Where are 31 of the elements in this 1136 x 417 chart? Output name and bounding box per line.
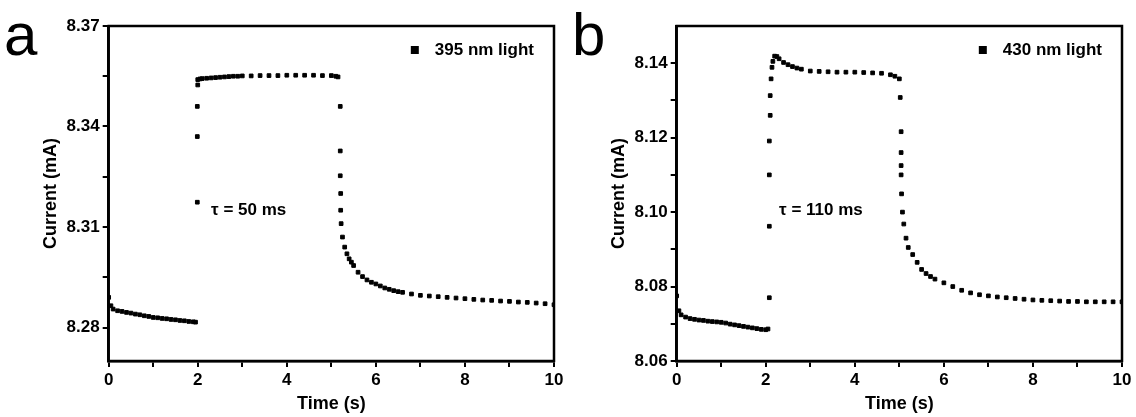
x-axis-title: Time (s) [297, 393, 366, 414]
annotation: τ = 110 ms [779, 199, 863, 219]
y-tick-label: 8.12 [634, 127, 668, 147]
annotation: τ = 50 ms [211, 199, 287, 219]
y-axis-title: Current (mA) [39, 138, 60, 249]
x-tick-label: 2 [193, 369, 203, 389]
x-tick-label: 8 [460, 369, 470, 389]
x-tick-label: 10 [1112, 369, 1132, 389]
y-tick-label: 8.14 [634, 52, 669, 72]
x-tick-label: 6 [371, 369, 381, 389]
x-tick-label: 6 [939, 369, 949, 389]
y-axis-title: Current (mA) [607, 138, 628, 249]
legend-label: 395 nm light [434, 39, 535, 59]
text: b [572, 0, 606, 68]
legend-label: 430 nm light [1002, 39, 1103, 59]
x-axis-title: Time (s) [865, 393, 934, 414]
y-tick-label: 8.06 [634, 350, 668, 370]
y-tick-label: 8.37 [66, 15, 100, 35]
y-tick-label: 8.08 [634, 276, 668, 296]
x-tick-label: 0 [103, 369, 114, 389]
y-tick-label: 8.31 [66, 216, 100, 236]
x-tick-label: 0 [671, 369, 682, 389]
x-tick-label: 8 [1028, 369, 1038, 389]
x-tick-label: 4 [282, 369, 293, 389]
y-tick-label: 8.28 [66, 317, 100, 337]
text: a [4, 0, 38, 68]
x-tick-label: 10 [544, 369, 564, 389]
y-tick-label: 8.10 [634, 201, 668, 221]
x-tick-label: 2 [761, 369, 771, 389]
y-tick-label: 8.34 [66, 116, 101, 136]
x-tick-label: 4 [850, 369, 861, 389]
